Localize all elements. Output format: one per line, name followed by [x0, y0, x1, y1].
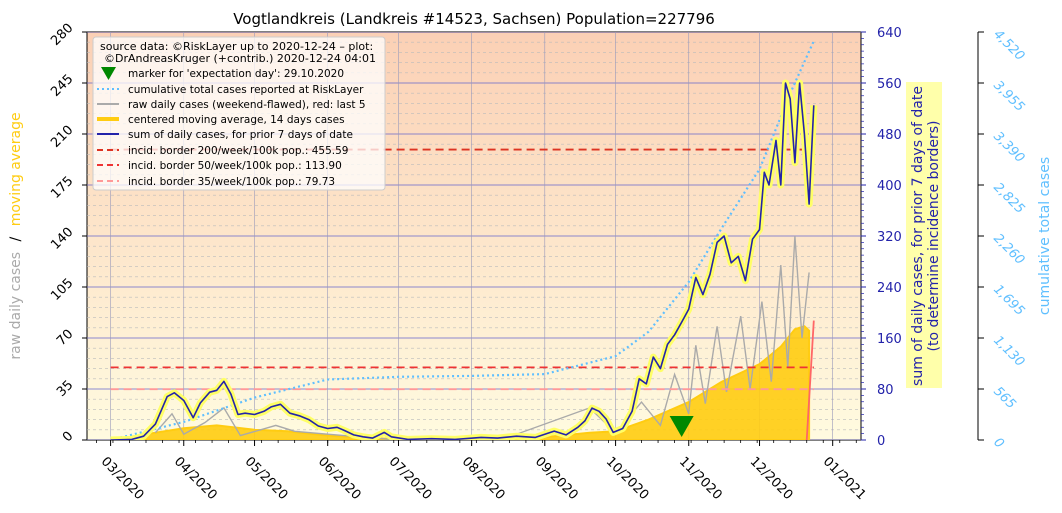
y-left-tick-label: 70	[54, 327, 76, 349]
legend-entry-6: incid. border 50/week/100k pop.: 113.90	[128, 160, 342, 172]
raw-daily-line	[154, 235, 810, 440]
far-right-tick-label: 0	[990, 435, 1006, 451]
y-axis-right: 0 80 160 240 320 400 480 560 640	[861, 26, 902, 449]
far-right-tick-label: 565	[990, 384, 1018, 412]
right-label-box	[906, 82, 942, 388]
raw-daily-last5	[805, 320, 815, 440]
far-right-tick-label: 1,130	[990, 333, 1027, 370]
y-right-tick-label: 320	[877, 230, 902, 245]
y-left-tick-label: 280	[48, 21, 76, 49]
y-left-tick-label: 35	[54, 378, 76, 400]
legend-entry-2: raw daily cases (weekend-flawed), red: l…	[128, 99, 366, 111]
legend-entry-1: cumulative total cases reported at RiskL…	[128, 84, 364, 96]
y-right-tick-label: 0	[877, 434, 885, 449]
y-left-tick-label: 245	[48, 72, 76, 100]
legend-marker-icon	[101, 67, 116, 80]
svg-text:raw daily cases /: raw daily cases / moving average	[8, 112, 24, 359]
legend-entry-5: incid. border 200/week/100k pop.: 455.59	[128, 145, 348, 157]
ylabel-sep: /	[8, 236, 24, 241]
weekly-sum-line	[110, 82, 815, 440]
x-tick-label: 10/2020	[603, 454, 652, 503]
far-right-tick-label: 3,390	[990, 129, 1027, 166]
x-axis: 03/2020 04/2020 05/2020 06/2020 07/2020 08/20…	[96, 440, 869, 503]
ylabel-right-1: sum of daily cases, for prior 7 days of …	[910, 86, 926, 386]
x-tick-label: 07/2020	[386, 454, 435, 503]
ylabel-moving: moving average	[8, 112, 24, 226]
y-left-tick-label: 0	[60, 429, 76, 445]
ylabel-raw: raw daily cases	[8, 252, 24, 360]
far-right-tick-label: 4,520	[990, 27, 1027, 64]
x-tick-label: 11/2020	[676, 454, 725, 503]
legend-entry-0: marker for 'expectation day': 29.10.2020	[128, 68, 344, 80]
x-tick-label: 12/2020	[747, 454, 796, 503]
y-right-tick-label: 240	[877, 281, 902, 296]
x-tick-label: 05/2020	[242, 454, 291, 503]
ylabel-right-2: (to determine incidence borders)	[926, 121, 942, 352]
far-right-tick-label: 1,695	[990, 282, 1027, 319]
x-tick-label: 03/2020	[98, 454, 147, 503]
expectation-marker	[669, 416, 694, 437]
legend-entry-3: centered moving average, 14 days cases	[128, 114, 345, 126]
y-left-tick-label: 175	[48, 174, 76, 202]
y-left-tick-label: 210	[48, 123, 76, 151]
y-left-tick-label: 140	[48, 225, 76, 253]
y-right-tick-label: 640	[877, 26, 902, 41]
chart-title: Vogtlandkreis (Landkreis #14523, Sachsen…	[233, 10, 715, 28]
y-right-tick-label: 160	[877, 332, 902, 347]
legend-source-2: ©DrAndreasKruger (+contrib.) 2020-12-24 …	[104, 52, 376, 65]
x-tick-label: 04/2020	[171, 454, 220, 503]
legend-source-1: source data: ©RiskLayer up to 2020-12-24…	[100, 40, 373, 53]
ylabel-far-right: cumulative total cases	[1037, 157, 1053, 315]
x-tick-label: 01/2021	[820, 454, 869, 503]
far-right-tick-label: 2,825	[990, 180, 1027, 217]
y-axis-left: 0 35 70 105 140 175 210 245 280	[48, 21, 87, 445]
y-axis-far-right: 0 565 1,130 1,695 2,260 2,825 3,390 3,955 4,520	[977, 27, 1027, 452]
y-right-tick-label: 480	[877, 128, 902, 143]
legend-entry-7: incid. border 35/week/100k pop.: 79.73	[128, 176, 335, 188]
x-tick-label: 08/2020	[459, 454, 508, 503]
y-right-tick-label: 400	[877, 179, 902, 194]
y-right-tick-label: 80	[877, 383, 894, 398]
far-right-tick-label: 3,955	[990, 78, 1027, 115]
legend-entry-4: sum of daily cases, for prior 7 days of …	[128, 129, 353, 141]
far-right-tick-label: 2,260	[990, 231, 1027, 268]
y-left-tick-label: 105	[48, 276, 76, 304]
legend: source data: ©RiskLayer up to 2020-12-24…	[92, 36, 386, 191]
y-right-tick-label: 560	[877, 77, 902, 92]
plot-marks	[110, 40, 818, 440]
x-tick-label: 06/2020	[315, 454, 364, 503]
x-tick-label: 09/2020	[532, 454, 581, 503]
